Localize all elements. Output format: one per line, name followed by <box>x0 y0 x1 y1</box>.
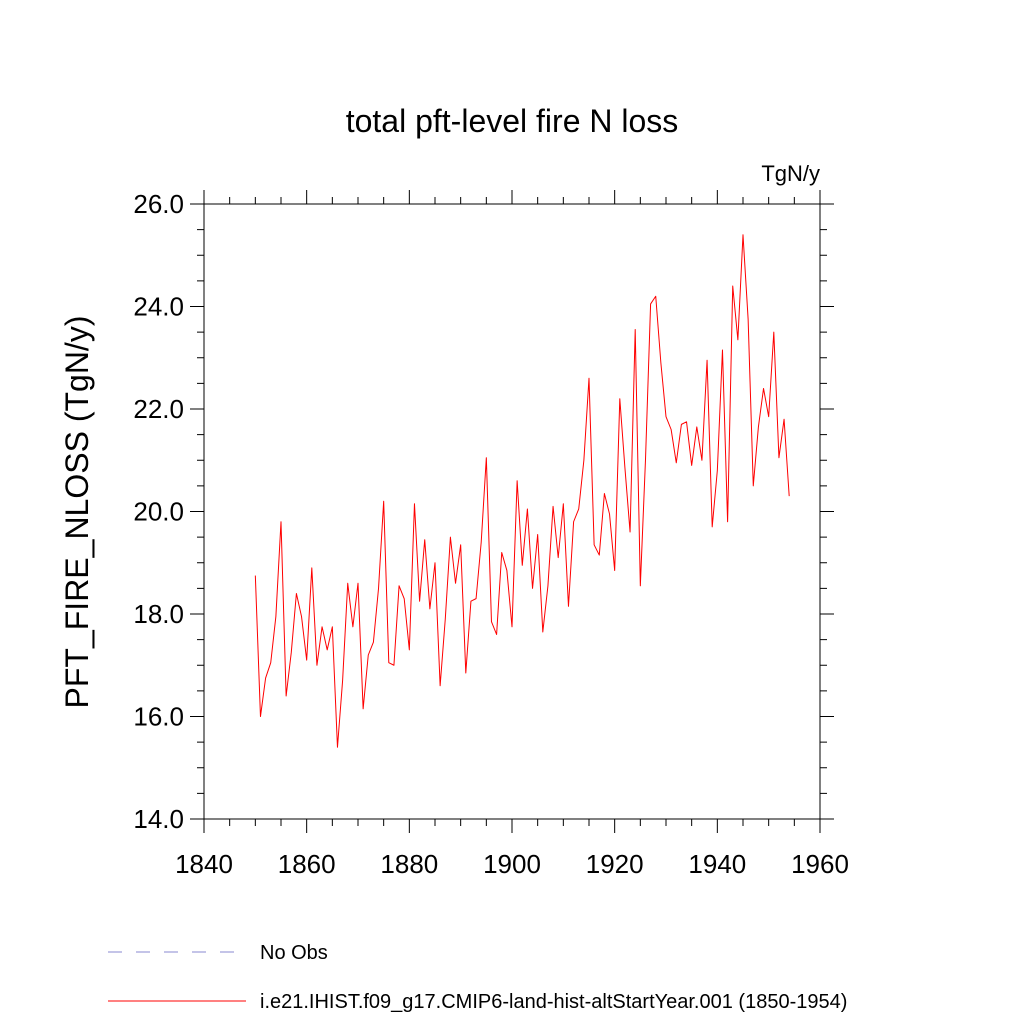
x-tick-label: 1900 <box>483 849 541 879</box>
y-tick-label: 20.0 <box>133 497 184 527</box>
x-tick-label: 1940 <box>688 849 746 879</box>
series-line <box>254 234 790 748</box>
chart-title: total pft-level fire N loss <box>346 103 679 139</box>
y-tick-label: 16.0 <box>133 702 184 732</box>
series-group <box>254 234 790 748</box>
y-tick-label: 24.0 <box>133 292 184 322</box>
y-tick-label: 18.0 <box>133 599 184 629</box>
x-tick-label: 1840 <box>175 849 233 879</box>
legend: No Obs i.e21.IHIST.f09_g17.CMIP6-land-his… <box>108 942 847 1013</box>
axes: 14.0 16.0 18.0 20.0 22.0 24.0 26.0 1840 1860 1880… <box>133 189 849 879</box>
x-tick-label: 1860 <box>278 849 336 879</box>
x-tick-label: 1880 <box>380 849 438 879</box>
legend-label: No Obs <box>260 942 328 964</box>
units-label: TgN/y <box>761 161 820 186</box>
legend-label: i.e21.IHIST.f09_g17.CMIP6-land-hist-altS… <box>260 991 847 1013</box>
y-axis-label: PFT_FIRE_NLOSS (TgN/y) <box>59 316 95 709</box>
x-tick-label: 1960 <box>791 849 849 879</box>
y-tick-label: 22.0 <box>133 394 184 424</box>
y-tick-label: 26.0 <box>133 189 184 219</box>
y-tick-label: 14.0 <box>133 804 184 834</box>
x-tick-label: 1920 <box>586 849 644 879</box>
